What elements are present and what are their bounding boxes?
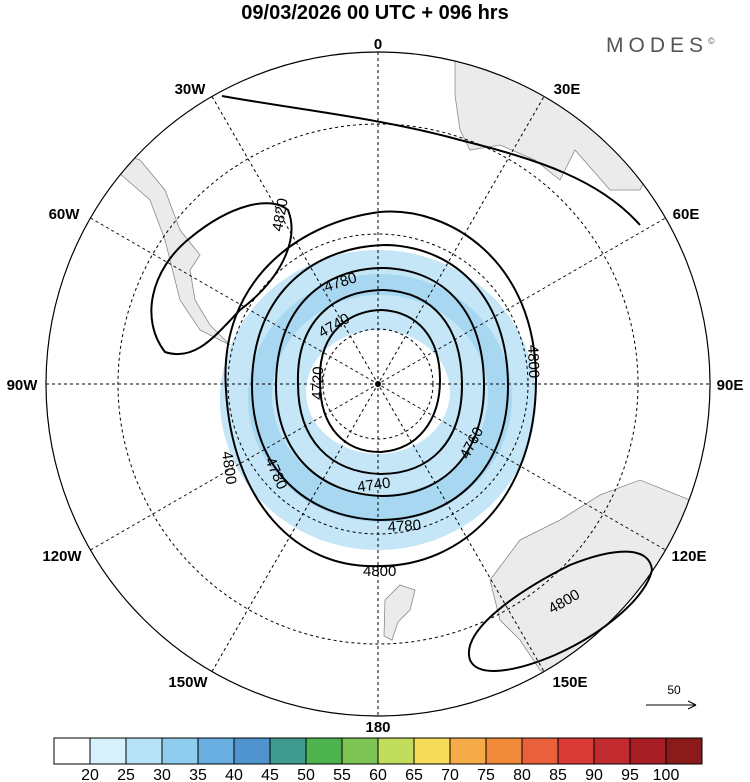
colorbar-swatch xyxy=(449,737,487,765)
colorbar-label: 70 xyxy=(441,767,459,782)
lon-label-120e: 120E xyxy=(671,548,706,565)
contour-labels: 4820 4780 4740 4800 4720 4800 4780 4760 … xyxy=(218,197,583,618)
contour-4820-west xyxy=(150,202,293,356)
colorbar-label: 75 xyxy=(477,767,495,782)
colorbar-swatch xyxy=(485,737,523,765)
contour-4740 xyxy=(296,288,464,476)
lon-label-0: 0 xyxy=(374,36,382,53)
contour-4800-southeast xyxy=(467,550,654,672)
colorbar-swatch xyxy=(89,737,127,765)
contour-label: 4720 xyxy=(309,366,327,400)
colorbar-label: 45 xyxy=(261,767,279,782)
colorbar-label: 80 xyxy=(513,767,531,782)
colorbar-label: 60 xyxy=(369,767,387,782)
colorbar-swatch xyxy=(521,737,559,765)
wind-reference-arrowhead xyxy=(687,700,697,710)
colorbar-label: 35 xyxy=(189,767,207,782)
meridian-labels: 0 30E 60E 90E 120E 150E 180 150W 120W 90… xyxy=(7,36,744,736)
colorbar-label: 65 xyxy=(405,767,423,782)
colorbar-swatch xyxy=(665,737,703,765)
lon-label-90w: 90W xyxy=(7,377,39,394)
australia-land xyxy=(489,479,701,691)
colorbar-swatch xyxy=(53,737,91,765)
colorbar-label: 20 xyxy=(81,767,99,782)
lon-label-90e: 90E xyxy=(717,377,744,394)
colorbar-swatch xyxy=(197,737,235,765)
colorbar-swatch xyxy=(233,737,271,765)
lon-label-150w: 150W xyxy=(168,674,208,691)
colorbar-label: 55 xyxy=(333,767,351,782)
height-contours xyxy=(150,95,654,672)
brand-name: MODES xyxy=(606,34,709,57)
lon-label-120w: 120W xyxy=(42,548,82,565)
colorbar: 20 25 30 35 40 45 50 55 60 65 70 75 80 85 90 95 100 xyxy=(53,737,703,782)
contour-label: 4820 xyxy=(269,197,292,233)
map-title: 09/03/2026 00 UTC + 096 hrs xyxy=(241,2,509,24)
contour-4820-north xyxy=(221,95,641,226)
contour-label: 4780 xyxy=(387,517,421,536)
lon-label-60w: 60W xyxy=(49,206,81,223)
contour-label: 4800 xyxy=(524,345,542,379)
copyright-mark: © xyxy=(708,36,715,46)
contour-4760 xyxy=(274,266,486,498)
contour-4780 xyxy=(250,243,510,522)
colorbar-label: 90 xyxy=(585,767,603,782)
lon-label-30w: 30W xyxy=(175,81,207,98)
colorbar-swatch xyxy=(341,737,379,765)
colorbar-swatch xyxy=(593,737,631,765)
wind-reference: 50 xyxy=(646,683,697,710)
colorbar-swatch xyxy=(413,737,451,765)
colorbar-label: 25 xyxy=(117,767,135,782)
colorbar-label: 50 xyxy=(297,767,315,782)
colorbar-label: 30 xyxy=(153,767,171,782)
colorbar-label: 85 xyxy=(549,767,567,782)
pole-marker xyxy=(375,381,381,387)
colorbar-swatch xyxy=(629,737,667,765)
new-zealand-land xyxy=(383,584,416,641)
wind-reference-value: 50 xyxy=(667,683,681,697)
brand-logo: MODES© xyxy=(606,34,715,58)
contour-label: 4740 xyxy=(356,474,391,495)
colorbar-label: 40 xyxy=(225,767,243,782)
colorbar-swatch xyxy=(377,737,415,765)
colorbar-swatch xyxy=(305,737,343,765)
lon-label-30e: 30E xyxy=(554,81,581,98)
map-boundary xyxy=(45,51,711,717)
colorbar-swatch xyxy=(269,737,307,765)
south-america-land xyxy=(46,119,231,346)
contour-label: 4800 xyxy=(218,450,239,485)
contour-4800 xyxy=(224,210,538,568)
contour-4720 xyxy=(318,308,442,454)
colorbar-swatch xyxy=(161,737,199,765)
lon-label-180: 180 xyxy=(365,719,390,736)
contour-label: 4800 xyxy=(363,563,396,580)
lon-label-150e: 150E xyxy=(552,674,587,691)
colorbar-swatch xyxy=(125,737,163,765)
colorbar-label: 95 xyxy=(621,767,639,782)
colorbar-swatch xyxy=(557,737,595,765)
lon-label-60e: 60E xyxy=(673,206,700,223)
colorbar-label: 100 xyxy=(653,767,680,782)
wind-shading xyxy=(220,250,536,550)
